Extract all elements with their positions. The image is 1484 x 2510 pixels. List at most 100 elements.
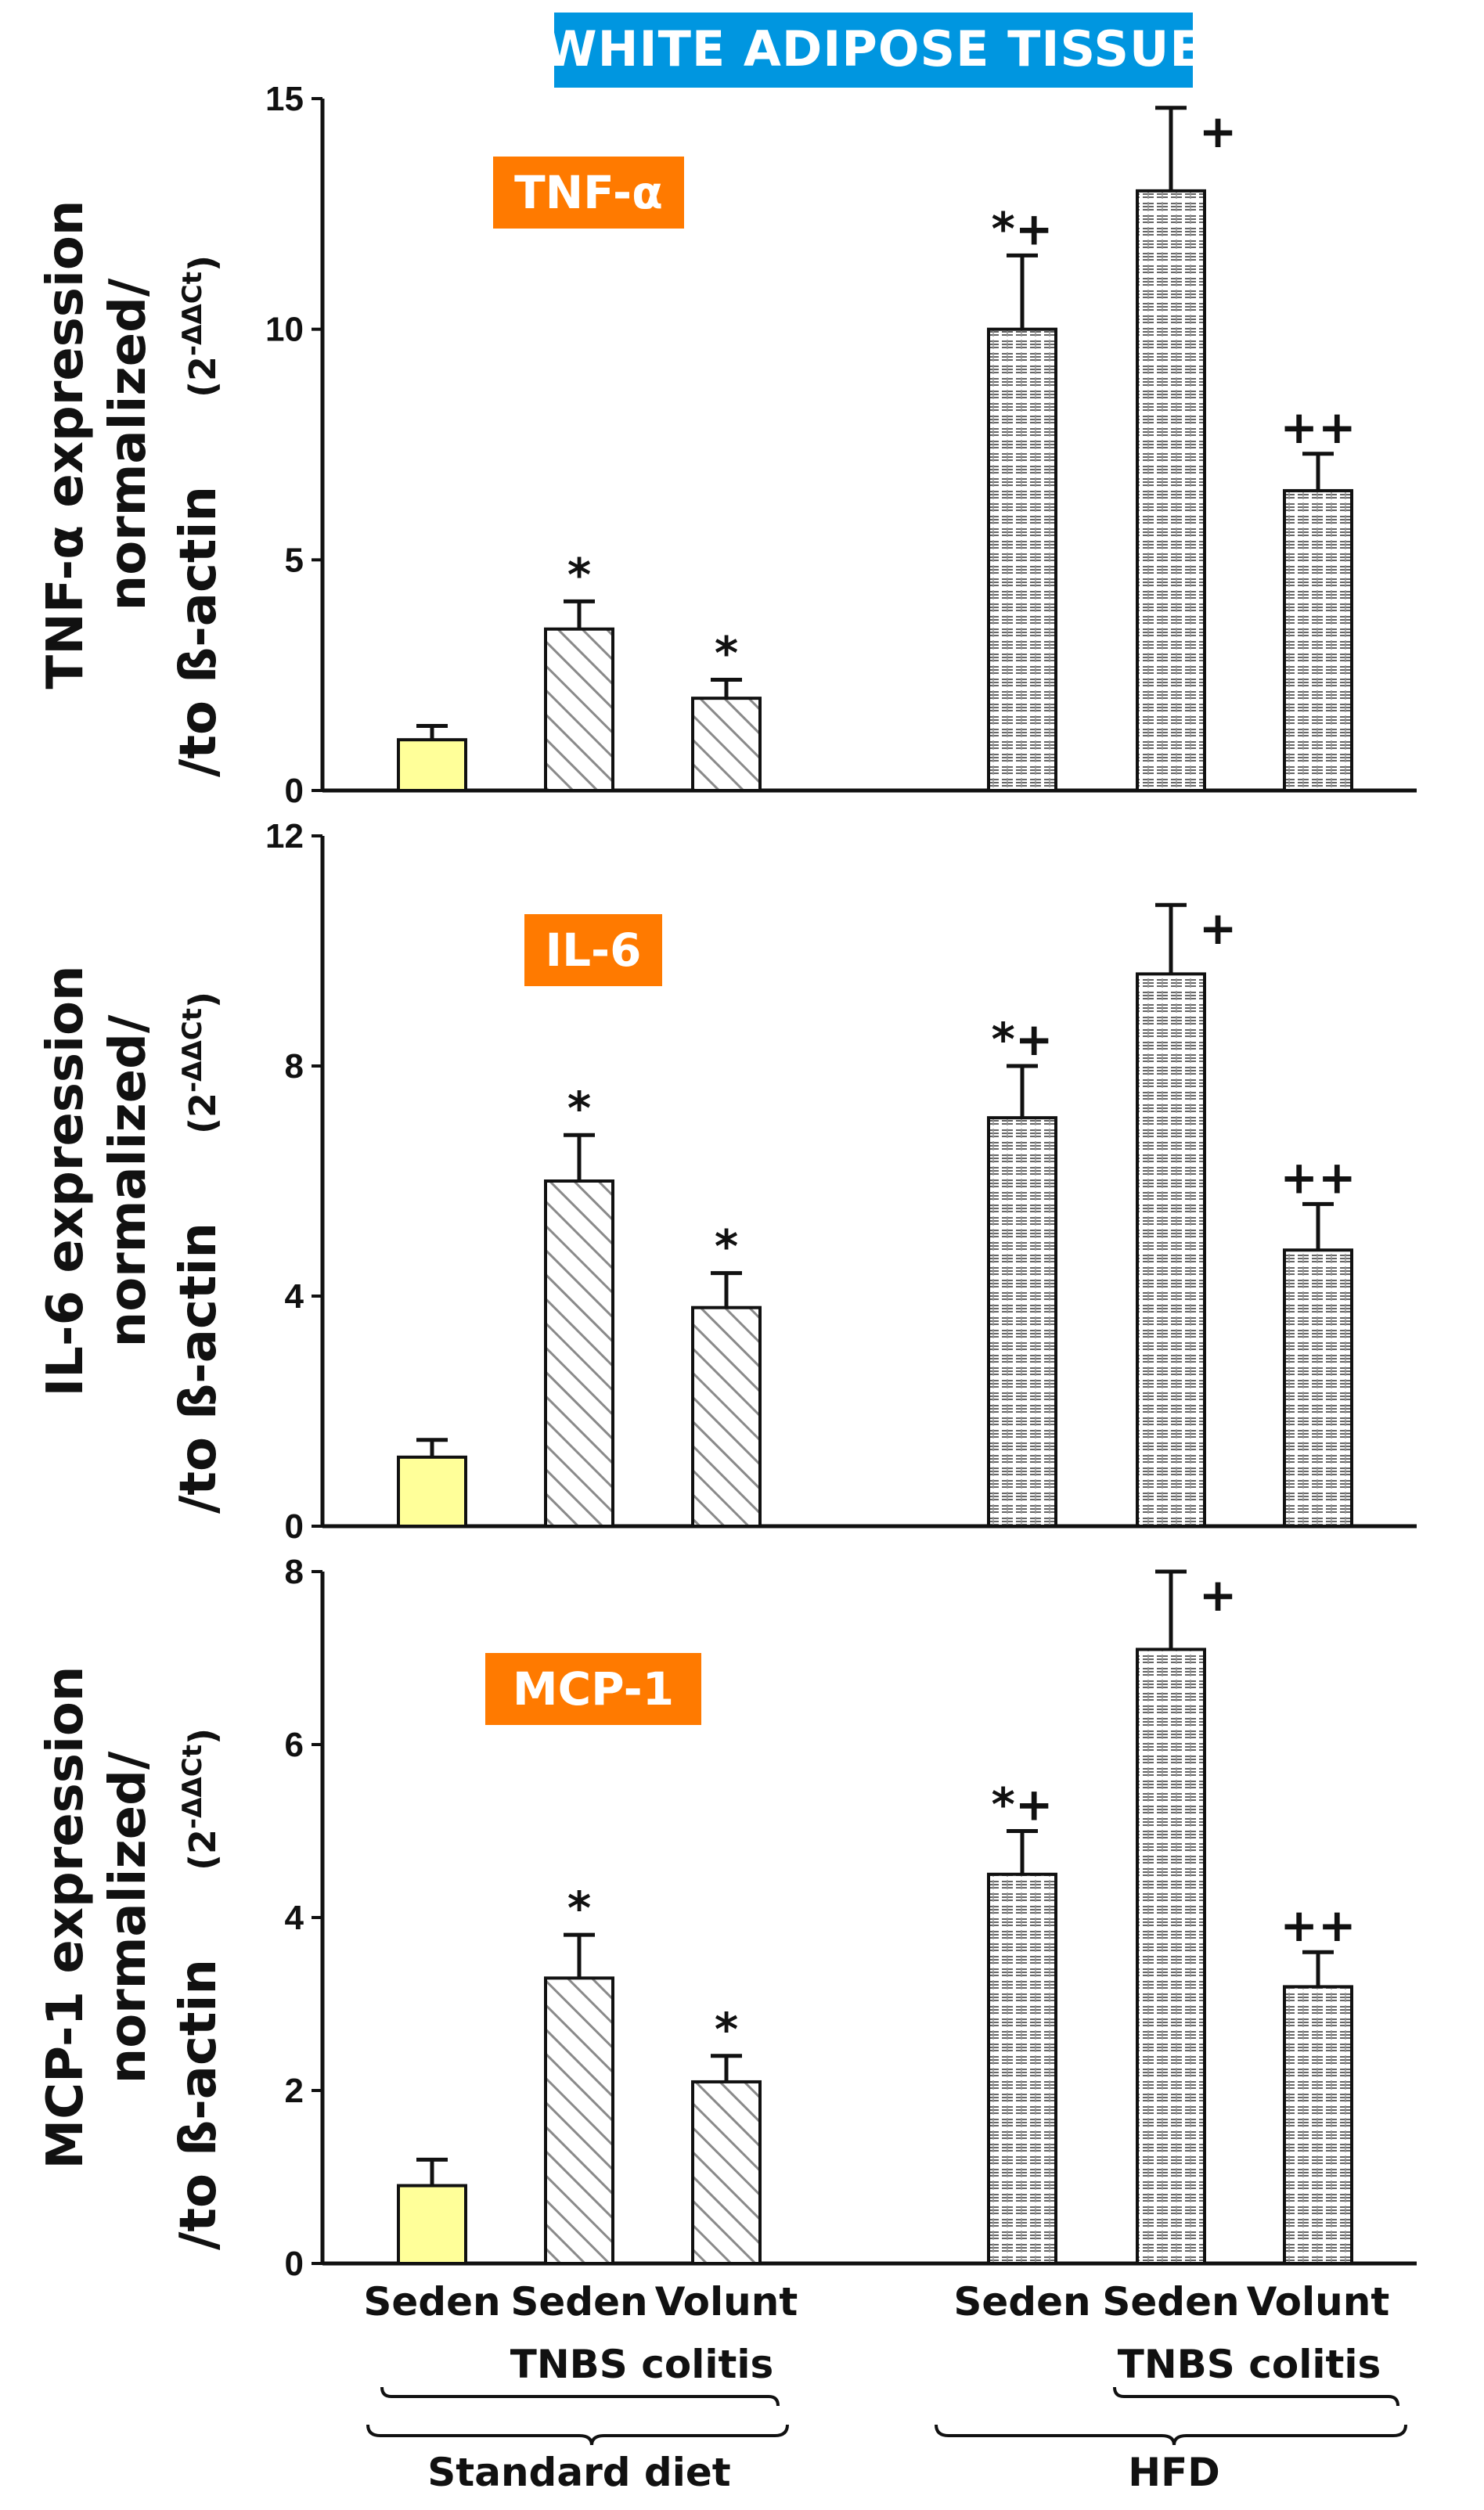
panel-1: 0 5 10 15 TNF-α expression normalized//to ß-a… (37, 80, 1417, 810)
error-bar (711, 678, 742, 699)
bar (691, 2080, 762, 2265)
brace-tnbs-standard (380, 2386, 780, 2407)
y-tick-label: 10 (265, 311, 304, 349)
y-label-line-2: normalized/ (99, 1751, 157, 2083)
error-bar (1155, 1569, 1187, 1650)
error-bar (416, 723, 448, 740)
y-tick-label: 15 (265, 80, 304, 118)
significance-mark: + (1199, 105, 1237, 158)
standard-diet-label: Standard diet (427, 2450, 730, 2495)
header-banner (554, 13, 1193, 88)
significance-mark: ++ (1280, 1151, 1356, 1204)
tnbs-label-hfd: TNBS colitis (1118, 2342, 1381, 2387)
y-tick-label: 8 (285, 1553, 304, 1591)
y-tick-label: 0 (285, 772, 304, 810)
y-label-line-3: /to ß-actin (170, 486, 228, 777)
marker-label-box (485, 1653, 701, 1725)
error-bar (1007, 253, 1038, 330)
bar (691, 1305, 762, 1528)
y-label-line-1: MCP-1 expression (37, 1666, 95, 2170)
bar (544, 627, 614, 792)
category-label: Seden (510, 2279, 647, 2325)
significance-mark: + (1199, 1568, 1237, 1622)
bar (397, 2184, 467, 2266)
y-label-line-3: /to ß-actin (170, 1959, 228, 2250)
error-bar (564, 1932, 595, 1979)
y-label-unit: (2-ΔΔCt) (177, 255, 224, 398)
bar (1283, 488, 1353, 793)
category-label: Seden (1102, 2279, 1239, 2325)
y-tick-label: 4 (285, 1277, 304, 1316)
y-tick-label: 12 (265, 817, 304, 855)
y-tick-label: 6 (285, 1726, 304, 1764)
significance-mark: * (567, 1882, 591, 1935)
brace-tnbs-hfd (1113, 2386, 1399, 2407)
error-bar (1302, 1950, 1334, 1987)
marker-label: MCP-1 (513, 1662, 674, 1716)
marker-label: IL-6 (546, 924, 642, 977)
significance-mark: * (715, 2003, 738, 2056)
y-label-line-2: normalized/ (99, 278, 157, 610)
bar (987, 1116, 1057, 1528)
significance-mark: * (715, 627, 738, 680)
bar (397, 1455, 467, 1529)
error-bar (1302, 1201, 1334, 1251)
error-bar (711, 2054, 742, 2082)
category-label: Volunt (655, 2279, 798, 2325)
group-labels: TNBS colitis TNBS colitis Standard diet … (366, 2342, 1407, 2495)
bar (1136, 1648, 1206, 2265)
error-bar (1007, 1829, 1038, 1874)
y-label-line-2: normalized/ (99, 1014, 157, 1347)
error-bar (711, 1271, 742, 1308)
error-bar (564, 599, 595, 629)
y-tick-label: 5 (285, 541, 304, 579)
marker-label-box (493, 157, 684, 229)
significance-mark: + (1199, 902, 1237, 955)
y-label-unit: (2-ΔΔCt) (177, 1728, 224, 1871)
error-bar (1155, 902, 1187, 974)
brace-hfd (935, 2424, 1407, 2446)
error-bar (416, 1438, 448, 1457)
error-bar (1302, 452, 1334, 491)
error-bar (1155, 106, 1187, 191)
y-tick-label: 4 (285, 1899, 304, 1937)
y-tick-label: 0 (285, 1507, 304, 1546)
error-bar (416, 2157, 448, 2186)
significance-mark: * (567, 548, 591, 601)
bar (691, 697, 762, 793)
significance-mark: ++ (1280, 1899, 1356, 1952)
y-label-line-3: /to ß-actin (170, 1223, 228, 1514)
bar (987, 327, 1057, 792)
y-label-unit: (2-ΔΔCt) (177, 992, 224, 1134)
significance-mark: *+ (992, 202, 1054, 255)
error-bar (1007, 1064, 1038, 1118)
y-label-line-1: TNF-α expression (37, 200, 95, 690)
bar (1136, 189, 1206, 793)
y-tick-label: 8 (285, 1047, 304, 1086)
marker-label: TNF-α (514, 166, 663, 219)
brace-standard-diet (366, 2424, 789, 2446)
marker-label-box (524, 914, 662, 986)
significance-mark: * (567, 1082, 591, 1135)
tnbs-label-standard: TNBS colitis (510, 2342, 774, 2387)
bar (1136, 972, 1206, 1528)
bar (544, 1976, 614, 2266)
bar (987, 1872, 1057, 2265)
error-bar (564, 1133, 595, 1181)
bar (397, 738, 467, 793)
hfd-label: HFD (1128, 2450, 1220, 2495)
y-tick-label: 0 (285, 2245, 304, 2283)
significance-mark: ++ (1280, 401, 1356, 454)
significance-mark: *+ (992, 1778, 1054, 1831)
bar (544, 1179, 614, 1528)
significance-mark: *+ (992, 1013, 1054, 1066)
category-label: Volunt (1247, 2279, 1390, 2325)
significance-mark: * (715, 1220, 738, 1273)
panel-3: 0 2 4 6 8 MCP-1 expression normalized//to ß-ac… (37, 1553, 1417, 2325)
y-label-line-1: IL-6 expression (37, 965, 95, 1396)
panel-2: 0 4 8 12 IL-6 expression normalized//to ß-act… (37, 817, 1417, 1546)
category-label: Seden (953, 2279, 1090, 2325)
bar (1283, 1985, 1353, 2265)
